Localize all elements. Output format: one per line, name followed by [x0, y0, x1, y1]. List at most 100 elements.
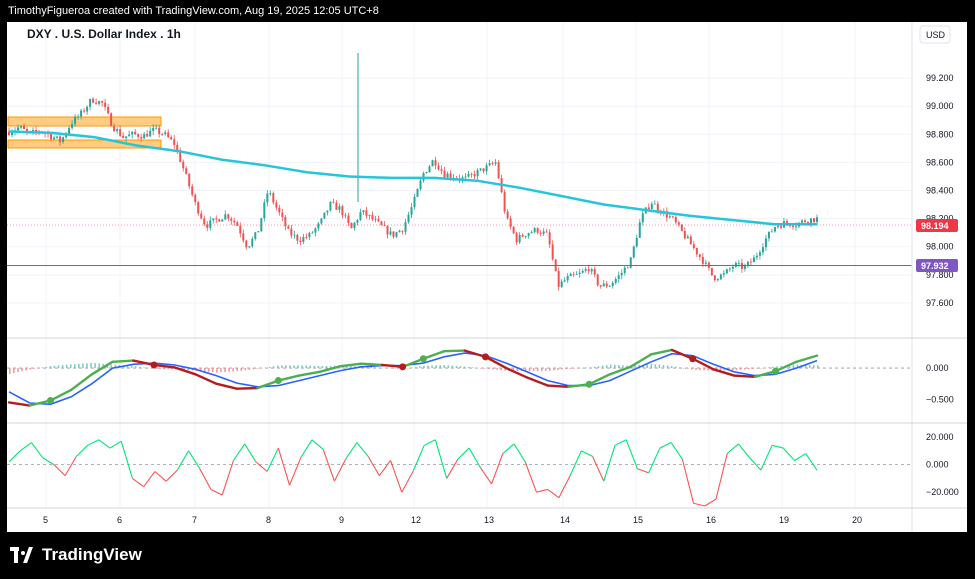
- osc-line-segment: [390, 460, 403, 493]
- candle-body: [638, 222, 641, 238]
- candle-body: [722, 273, 725, 275]
- price-tick-label: 98.400: [926, 186, 954, 196]
- macd-fast-segment: [753, 370, 777, 379]
- macd-fast-segment: [795, 354, 819, 364]
- macd-histogram-bar: [130, 365, 133, 369]
- candle-body: [617, 275, 620, 279]
- macd-fast-segment: [339, 362, 363, 368]
- candle-body: [248, 246, 251, 248]
- candle-body: [83, 110, 86, 112]
- macd-fast-segment: [505, 366, 529, 379]
- macd-histogram-bar: [163, 368, 165, 370]
- osc-line-segment: [143, 471, 156, 488]
- osc-line-segment: [648, 447, 661, 474]
- candle-body: [755, 255, 758, 258]
- macd-histogram-bar: [532, 368, 535, 372]
- macd-fast-segment: [69, 373, 94, 392]
- candle-body: [245, 240, 248, 248]
- candle-body: [143, 133, 146, 139]
- macd-histogram-bar: [699, 368, 701, 371]
- time-tick-label: 7: [192, 515, 197, 525]
- macd-histogram-bar: [155, 368, 157, 370]
- candle-body: [746, 261, 749, 266]
- last-price-value: 98.194: [921, 221, 949, 231]
- macd-histogram-bar: [325, 365, 328, 369]
- candle-body: [140, 136, 143, 139]
- macd-histogram-bar: [756, 368, 758, 369]
- macd-histogram-bar: [654, 364, 657, 369]
- candle-body: [362, 210, 365, 213]
- candle-body: [773, 227, 776, 232]
- candle-body: [353, 222, 356, 229]
- macd-fast-segment: [28, 399, 52, 407]
- osc-line-segment: [378, 460, 391, 476]
- candle-body: [113, 126, 116, 132]
- macd-histogram-bar: [707, 368, 709, 371]
- macd-histogram-bar: [33, 368, 35, 369]
- tradingview-logo[interactable]: TradingView: [10, 545, 142, 565]
- candle-body: [218, 219, 221, 222]
- candle-body: [389, 231, 392, 235]
- macd-histogram-bar: [764, 367, 766, 369]
- macd-histogram-bar: [646, 364, 649, 369]
- candle-body: [566, 276, 569, 281]
- candle-body: [23, 126, 26, 129]
- candle-body: [434, 160, 437, 166]
- osc-line-segment: [311, 439, 324, 450]
- macd-histogram-bar: [13, 368, 15, 374]
- price-axis-labels: 99.200 99.000 98.800 98.600 98.400 98.200 98.0…: [926, 73, 954, 308]
- candle-body: [164, 132, 167, 135]
- candle-body: [161, 133, 164, 135]
- time-axis-labels: 5 6 7 8 9 12 13 14 15 16 19 20: [43, 515, 862, 525]
- candle-body: [56, 136, 59, 138]
- macd-histogram-bar: [573, 368, 575, 369]
- macd-histogram-bar: [622, 365, 624, 369]
- macd-histogram-bar: [354, 366, 356, 369]
- macd-histogram-bar: [110, 364, 113, 369]
- macd-histogram-bar: [41, 367, 44, 369]
- candle-body: [608, 285, 611, 287]
- macd-fast-segment: [318, 365, 342, 374]
- candle-body: [170, 137, 173, 140]
- candle-body: [209, 220, 212, 228]
- candle-body: [713, 275, 716, 281]
- price-tick-label: 97.800: [926, 270, 954, 280]
- macd-histogram-bar: [199, 368, 202, 372]
- candle-body: [803, 220, 806, 223]
- macd-fast-segment: [650, 348, 674, 356]
- candle-body: [425, 172, 428, 174]
- osc-line-segment: [715, 453, 728, 500]
- candle-body: [110, 113, 113, 127]
- osc-line-segment: [367, 456, 380, 476]
- macd-histogram-bar: [49, 366, 52, 369]
- candle-body: [137, 134, 140, 137]
- currency-box[interactable]: [919, 25, 951, 44]
- osc-line-segment: [782, 447, 795, 461]
- candle-body: [242, 233, 245, 241]
- macd-histogram-bar: [224, 368, 226, 373]
- osc-line-segment: [132, 477, 144, 488]
- candle-body: [686, 236, 689, 239]
- time-tick-label: 13: [484, 515, 494, 525]
- candle-body: [221, 219, 224, 222]
- price-tick-label: 99.200: [926, 73, 954, 83]
- time-tick-label: 5: [43, 515, 48, 525]
- macd-cross-dot: [482, 353, 490, 361]
- macd-histogram-bar: [419, 366, 421, 369]
- osc-line-segment: [277, 447, 291, 486]
- supply-zone-upper: [7, 116, 162, 127]
- macd-histogram-bar: [605, 365, 608, 369]
- candle-body: [401, 230, 404, 232]
- candle-body: [503, 192, 506, 212]
- macd-histogram-bar: [435, 365, 437, 369]
- macd-tick-label: 0.000: [926, 363, 949, 373]
- osc-line-segment: [491, 453, 504, 485]
- macd-histogram-bar: [73, 364, 76, 369]
- osc-line-segment: [333, 458, 347, 482]
- candle-body: [32, 129, 35, 133]
- macd-histogram-bar: [159, 368, 161, 370]
- candle-body: [476, 170, 479, 177]
- chart-frame[interactable]: 0.000 −0.500 20.000 0.000 −20.000 99.200 99.…: [7, 22, 967, 532]
- osc-tick-label: 0.000: [926, 460, 949, 470]
